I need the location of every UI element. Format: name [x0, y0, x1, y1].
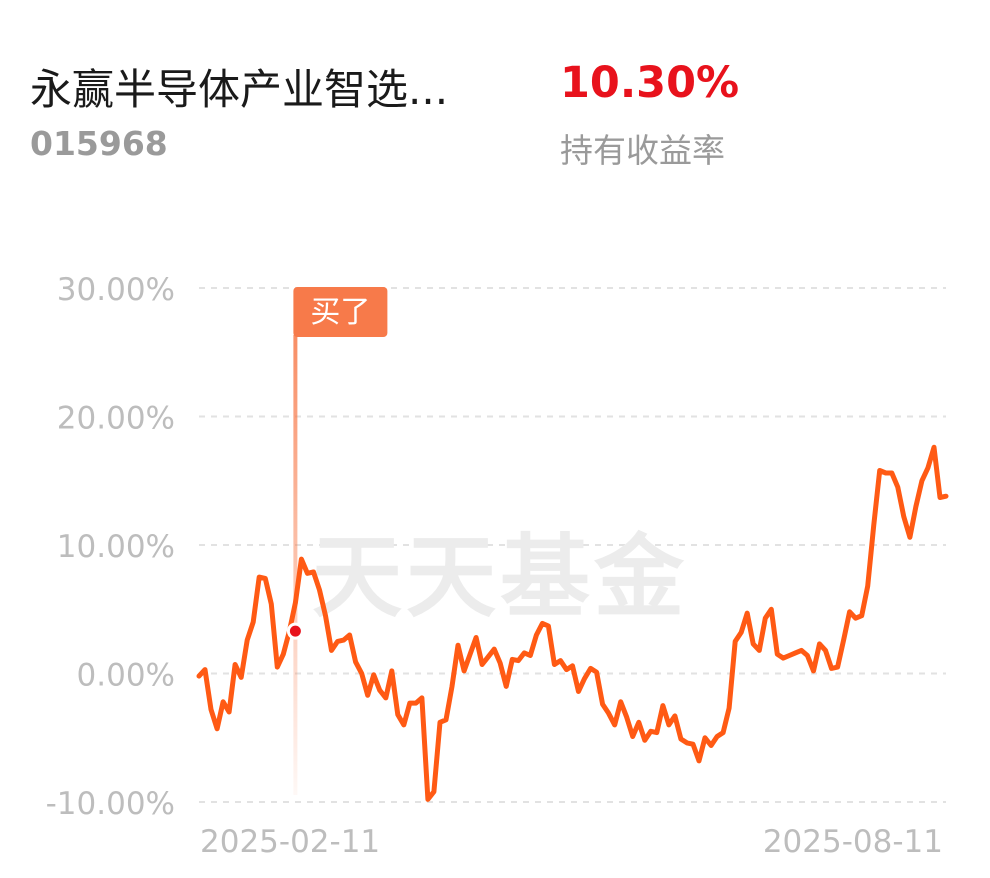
holding-return-label: 持有收益率 — [560, 131, 725, 170]
y-tick-label: 0.00% — [77, 658, 175, 694]
y-tick-label: -10.00% — [46, 786, 175, 822]
buy-point[interactable] — [286, 622, 304, 640]
x-tick-label: 2025-08-11 — [763, 824, 943, 860]
series-line — [196, 444, 949, 802]
holding-return-value: 10.30% — [560, 58, 740, 108]
buy-marker-label: 买了 — [310, 295, 370, 330]
buy-marker-line — [293, 335, 298, 795]
fund-name: 永赢半导体产业智选... — [30, 65, 449, 114]
y-tick-label: 10.00% — [57, 529, 175, 565]
fund-code: 015968 — [30, 124, 168, 163]
x-tick-label: 2025-02-11 — [200, 824, 380, 860]
buy-marker-flag — [293, 287, 388, 337]
watermark-text: 天天基金 — [312, 525, 688, 630]
y-tick-label: 30.00% — [57, 272, 175, 308]
y-tick-label: 20.00% — [57, 401, 175, 437]
